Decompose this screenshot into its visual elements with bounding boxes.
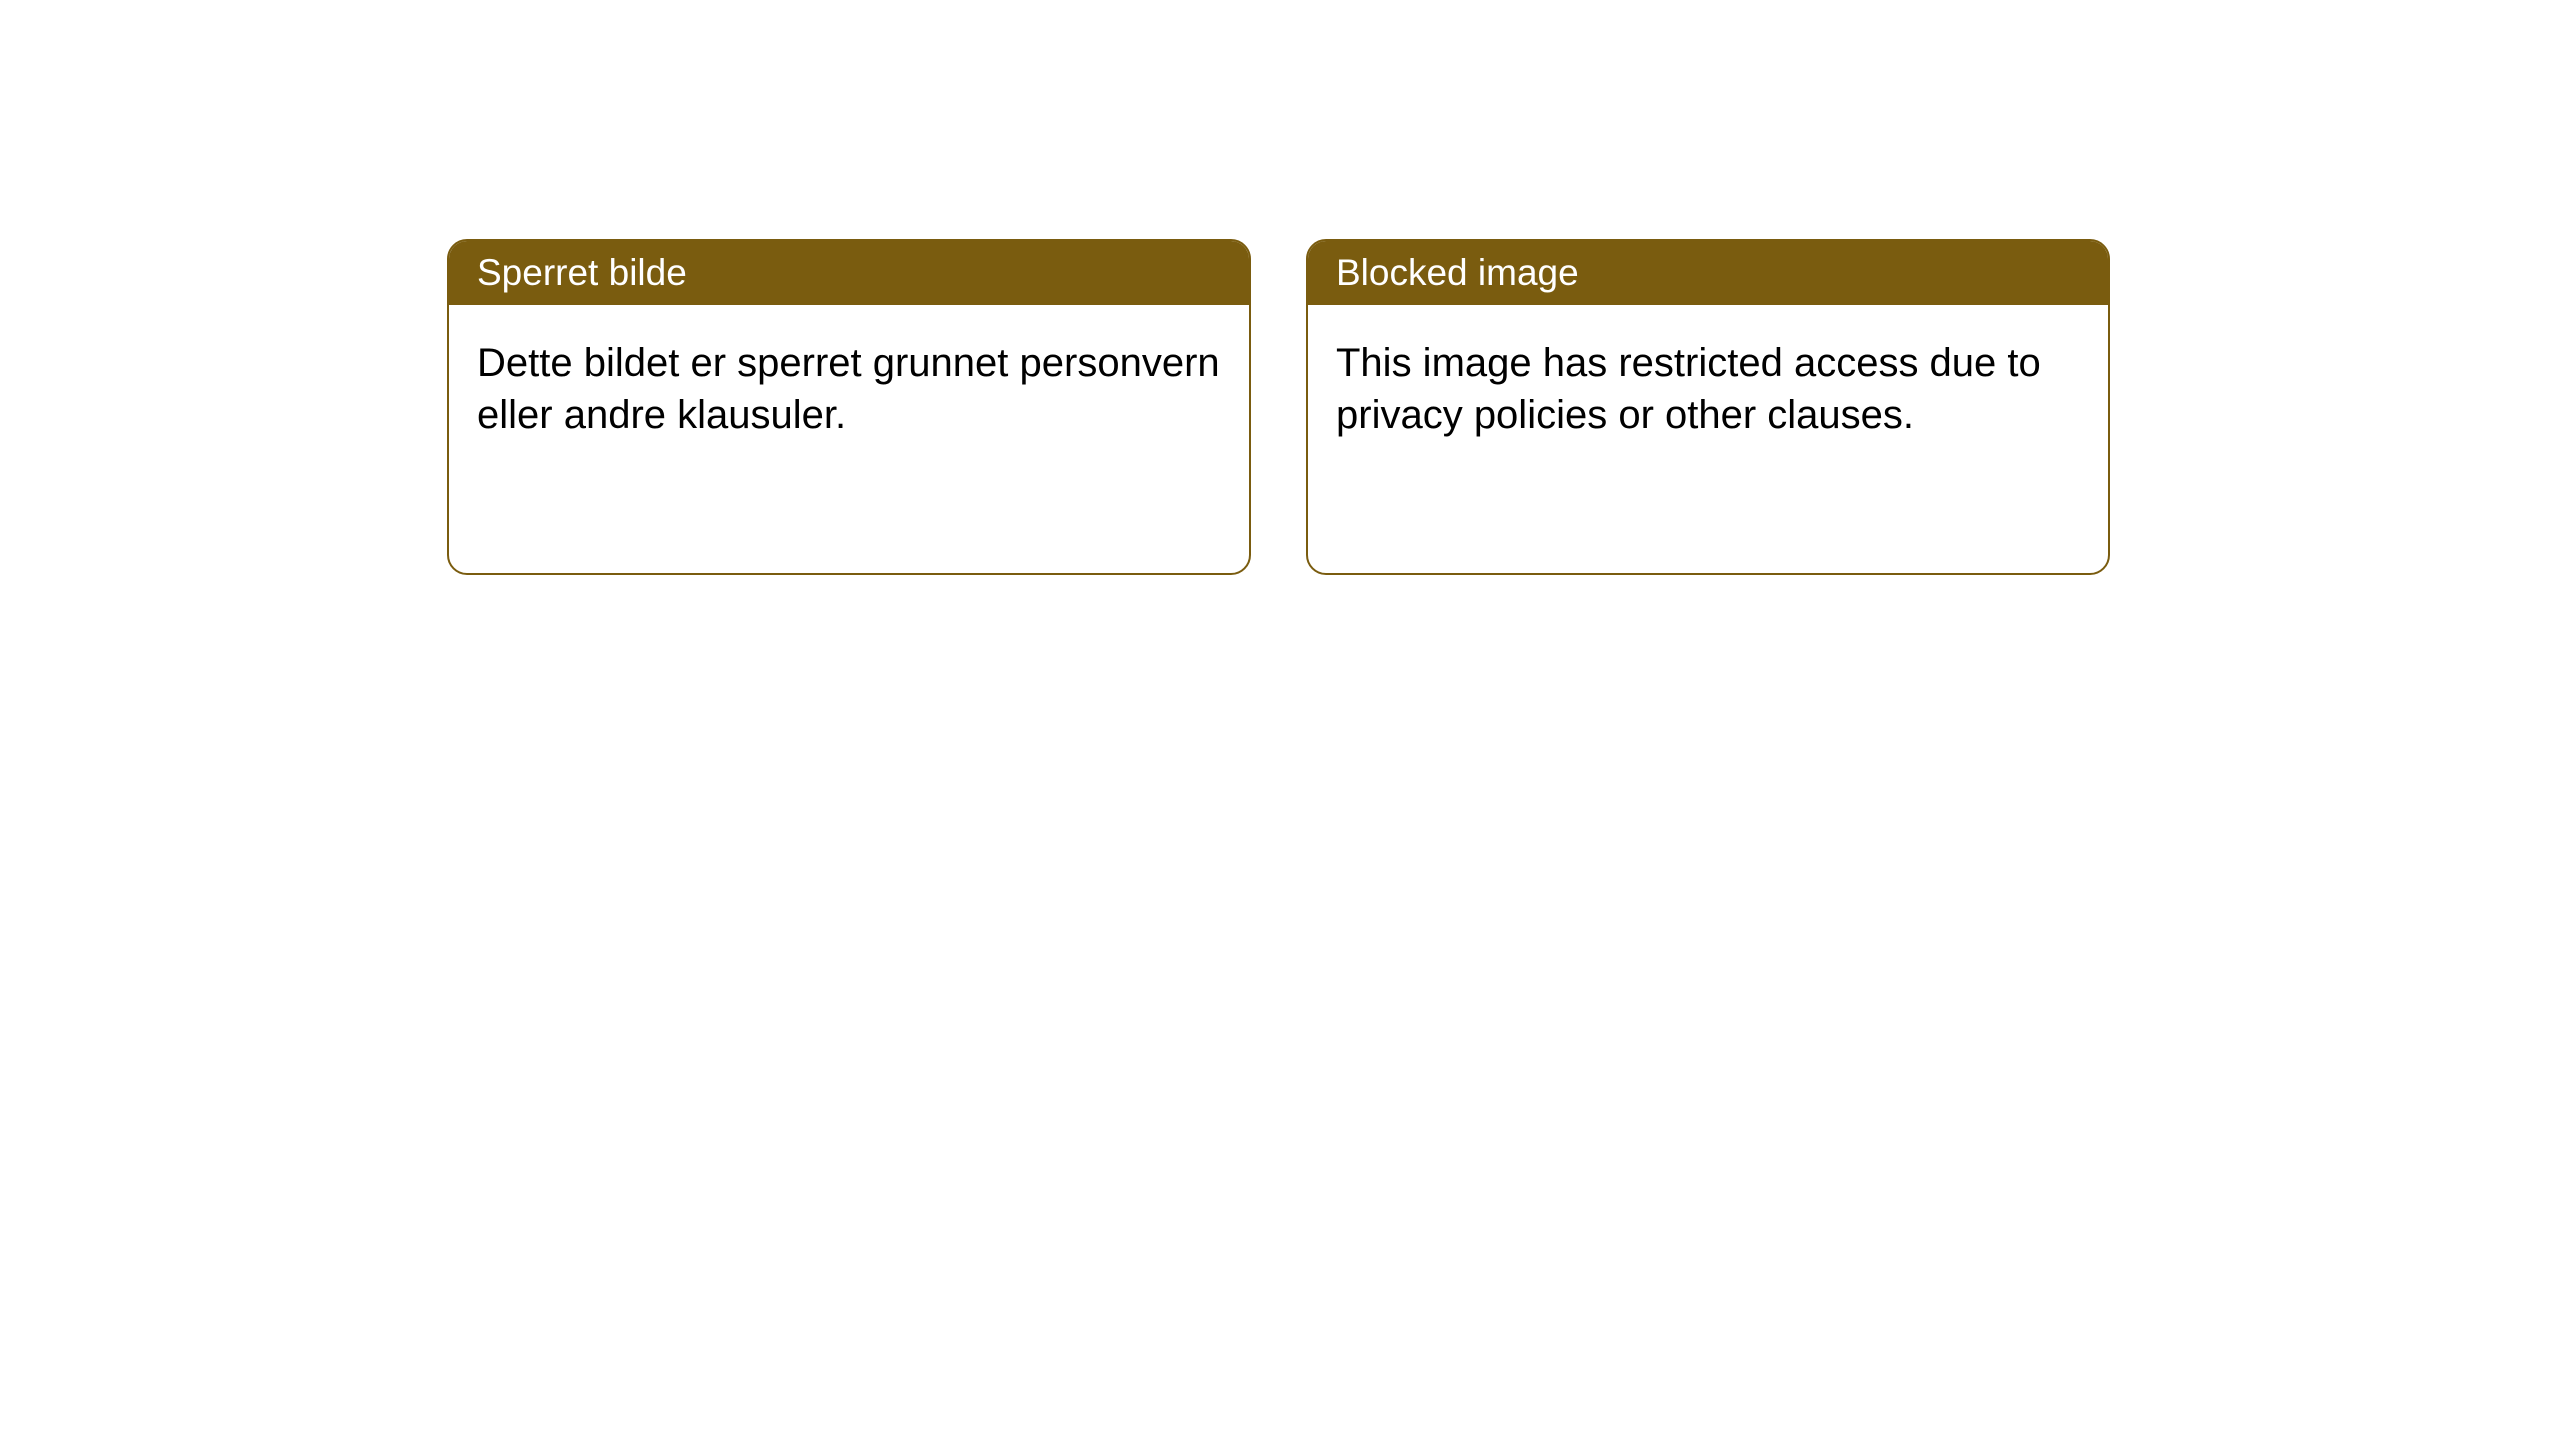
notice-card-english: Blocked image This image has restricted … (1306, 239, 2110, 575)
notice-message: This image has restricted access due to … (1336, 341, 2041, 437)
notice-header: Sperret bilde (449, 241, 1249, 305)
notice-body: Dette bildet er sperret grunnet personve… (449, 305, 1249, 473)
notice-body: This image has restricted access due to … (1308, 305, 2108, 473)
notice-title: Sperret bilde (477, 252, 687, 293)
notice-message: Dette bildet er sperret grunnet personve… (477, 341, 1220, 437)
notice-card-norwegian: Sperret bilde Dette bildet er sperret gr… (447, 239, 1251, 575)
notice-title: Blocked image (1336, 252, 1579, 293)
notice-container: Sperret bilde Dette bildet er sperret gr… (447, 239, 2110, 575)
notice-header: Blocked image (1308, 241, 2108, 305)
